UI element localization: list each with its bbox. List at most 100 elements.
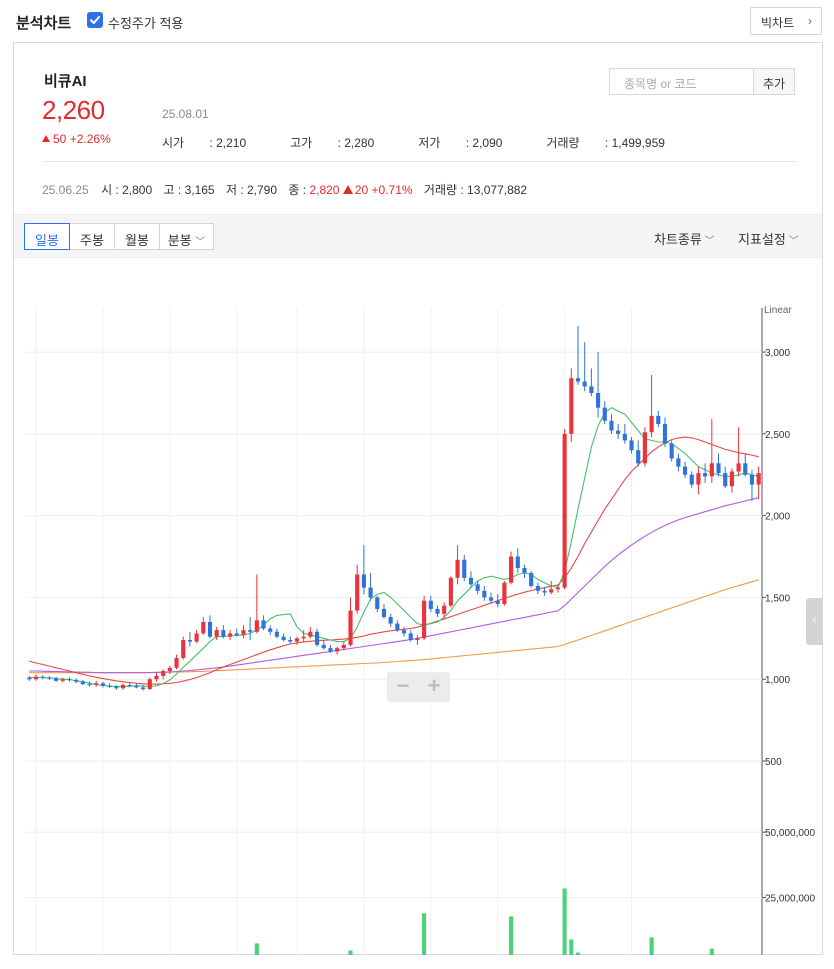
candle-body (743, 463, 748, 475)
candle-body (268, 628, 273, 632)
hover-high: 3,165 (184, 183, 215, 197)
candle-body (234, 633, 239, 636)
volume-bar (562, 888, 567, 955)
candle-body (415, 638, 420, 640)
candle-body (114, 686, 119, 689)
candle-body (361, 574, 366, 588)
chart-toolbar: 일봉 주봉 월봉 분봉 ﹀ 차트종류 ﹀ 지표설정 ﹀ (14, 214, 822, 258)
price-tick-label: 1,000 (765, 675, 790, 686)
candle-body (542, 590, 547, 593)
candle-body (749, 474, 755, 485)
candle-body (248, 630, 253, 632)
candle-body (602, 407, 607, 421)
zoom-in-button[interactable]: + (427, 673, 441, 698)
candle-body (194, 633, 199, 642)
hover-close: 2,820 (309, 183, 340, 197)
candle-body (375, 597, 380, 609)
candle-body (321, 644, 326, 649)
candle-body (642, 432, 647, 464)
candle-body (80, 681, 85, 685)
price-tick-label: 3,000 (765, 348, 790, 359)
volume-tick-label: 50,000,000 (765, 828, 815, 839)
chevron-right-icon: › (808, 14, 812, 28)
price-volume-chart[interactable]: Linear 3,000 2,500 2,000 1,500 1,000 500 50,000… (14, 258, 822, 955)
add-button[interactable]: 추가 (753, 68, 795, 95)
zoom-out-button[interactable]: − (396, 673, 410, 698)
period-tab-monthly[interactable]: 월봉 (114, 223, 160, 250)
volume-bar (649, 937, 654, 955)
collapse-handle[interactable]: ‹ (806, 598, 823, 645)
volume-bar (348, 950, 353, 955)
hover-date: 25.06.25 (42, 183, 89, 197)
chart-panel: 비큐AI 2,260 50 +2.26% 25.08.01 시가 : 2,210… (13, 42, 823, 955)
candle-body (428, 600, 433, 609)
change-value: 50 (53, 132, 67, 146)
period-tab-daily[interactable]: 일봉 (24, 223, 70, 250)
current-price: 2,260 (42, 95, 105, 125)
chevron-down-icon: ﹀ (701, 236, 715, 247)
price-tick-label: 2,500 (765, 430, 790, 441)
candle-body (241, 630, 246, 636)
candle-body (736, 463, 741, 472)
hover-close-label: 종 (288, 183, 300, 197)
zoom-control: − + (387, 672, 450, 702)
divider (42, 161, 796, 162)
stock-name: 비큐AI (44, 73, 87, 90)
scale-label: Linear (764, 305, 792, 316)
chart-type-menu[interactable]: 차트종류 ﹀ (654, 232, 715, 247)
candle-body (569, 378, 574, 434)
period-tab-minute[interactable]: 분봉 ﹀ (159, 223, 214, 250)
open-value: 2,210 (216, 136, 247, 150)
candle-body (174, 657, 179, 668)
candle-body (60, 679, 65, 681)
volume-bar (254, 943, 259, 955)
candle-body (335, 648, 340, 652)
high-value: 2,280 (344, 136, 375, 150)
candle-body (682, 466, 688, 475)
chart-area[interactable]: Linear 3,000 2,500 2,000 1,500 1,000 500 50,000… (14, 258, 823, 955)
low-label: 저가 (418, 136, 441, 150)
quote-date: 25.08.01 (162, 107, 209, 121)
candle-body (442, 605, 447, 614)
candle-body (709, 463, 714, 477)
candle-body (368, 587, 373, 598)
candle-body (522, 567, 527, 573)
candle-body (622, 433, 627, 441)
candle-body (656, 415, 661, 425)
candle-body (555, 587, 561, 590)
candle-body (134, 685, 139, 688)
candle-body (662, 424, 668, 444)
candle-body (649, 415, 654, 433)
candle-body (669, 443, 674, 459)
candle-body (154, 675, 159, 680)
candle-body (482, 590, 487, 598)
candle-body (435, 608, 440, 614)
candle-body (582, 381, 587, 387)
adjusted-price-checkbox[interactable] (87, 12, 103, 28)
bigchart-label: 빅차트 (761, 16, 795, 30)
candle-body (27, 677, 32, 680)
candle-body (120, 684, 126, 689)
hover-volume: 13,077,882 (467, 183, 528, 197)
volume-bar (575, 952, 581, 955)
adjusted-price-label[interactable]: 수정주가 적용 (108, 16, 184, 31)
hover-volume-label: 거래량 (423, 183, 458, 197)
candle-body (100, 683, 106, 686)
candle-body (703, 473, 708, 477)
candle-body (609, 420, 614, 431)
price-tick-label: 2,000 (765, 512, 790, 523)
candle-body (636, 450, 641, 464)
candle-body (529, 572, 534, 586)
hover-open-label: 시 (101, 183, 113, 197)
period-tab-weekly[interactable]: 주봉 (69, 223, 115, 250)
indicator-settings-menu[interactable]: 지표설정 ﹀ (738, 232, 799, 247)
volume-bar (509, 916, 514, 955)
candle-body (756, 473, 761, 485)
candle-body (422, 600, 427, 639)
candle-body (161, 671, 166, 676)
candle-body (281, 636, 286, 640)
candle-body (348, 610, 353, 645)
stock-search-input[interactable]: 종목명 or 코드 (609, 68, 754, 95)
bigchart-button[interactable]: 빅차트 › (750, 7, 822, 35)
candle-body (67, 679, 72, 681)
